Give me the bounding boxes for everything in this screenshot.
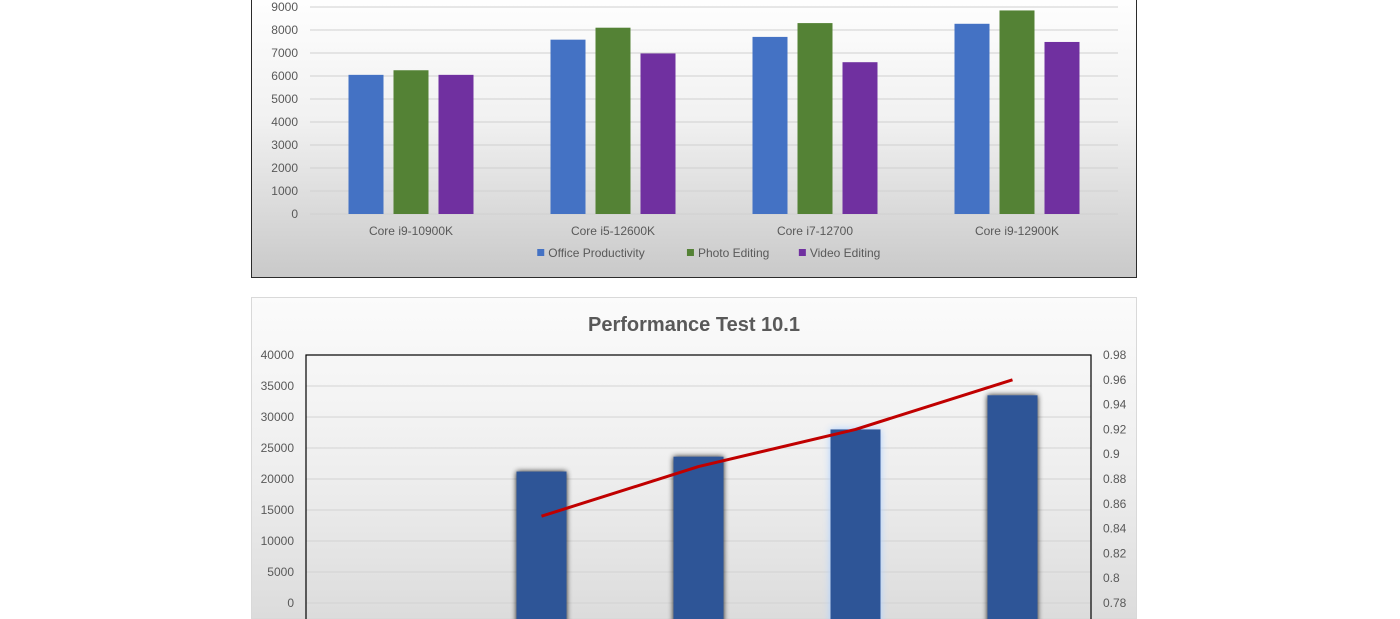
chart-1-plot: 0 1000 2000 3000 4000 5000 6000 7000 8000 9000 Co… [271,0,1118,260]
chart-2-y-tick-label: 10000 [261,534,295,548]
chart-1-category-label: Core i9-12900K [975,224,1059,238]
chart-1-legend-swatch [798,249,806,256]
chart-1-bar [550,39,586,214]
chart-2-y2-tick-label: 0.88 [1103,472,1127,486]
chart-1-legend: Office Productivity Photo Editing Video Ed… [537,246,880,260]
chart-1-legend-swatch [537,249,545,256]
chart-2-line-series [541,378,1013,518]
chart-1-y-tick-label: 9000 [271,0,298,14]
chart-1-legend-label: Video Editing [810,246,881,260]
chart-1-bar [954,23,990,214]
chart-1-legend-label: Photo Editing [698,246,769,260]
chart-1-x-axis: Core i9-10900K Core i5-12600K Core i7-1270… [369,224,1059,238]
chart-1-bar [752,36,788,215]
chart-2-y-tick-label: 15000 [261,503,295,517]
chart-1-bar [640,53,676,215]
chart-2-y2-tick-label: 0.94 [1103,398,1127,412]
chart-1-y-tick-label: 3000 [271,138,298,152]
chart-2-y-tick-label: 30000 [261,410,295,424]
chart-2-y-tick-label: 35000 [261,379,295,393]
chart-1-y-tick-label: 2000 [271,161,298,175]
chart-2-frame: Performance Test 10.1 0 5000 10000 15000 200… [251,297,1137,619]
chart-2-y-tick-label: 40000 [261,348,295,362]
chart-1-gridlines [310,6,1118,215]
chart-1-bar [999,10,1035,215]
chart-2-y-tick-label: 5000 [267,565,294,579]
chart-2-bar [987,395,1038,619]
chart-1-legend-label: Office Productivity [548,246,644,260]
chart-2-line [541,378,1013,518]
chart-1-bars [348,10,1080,215]
chart-2-plot: Performance Test 10.1 0 5000 10000 15000 200… [261,314,1127,619]
chart-2-y-axis-left: 0 5000 10000 15000 20000 25000 30000 35000 40000 [261,348,295,610]
chart-2-title: Performance Test 10.1 [588,314,800,336]
chart-2-y2-tick-label: 0.96 [1103,373,1127,387]
chart-1-y-tick-label: 7000 [271,46,298,60]
chart-2-y2-tick-label: 0.92 [1103,422,1127,436]
chart-1-frame: 0 1000 2000 3000 4000 5000 6000 7000 8000 9000 Co… [251,0,1137,278]
chart-2-bar [830,429,881,619]
chart-2-y2-tick-label: 0.9 [1103,447,1120,461]
chart-2-y-axis-right: 0.78 0.8 0.82 0.84 0.86 0.88 0.9 0.92 0.94 0.96 0.… [1103,348,1127,610]
chart-1-y-tick-label: 8000 [271,23,298,37]
chart-1-legend-swatch [686,249,694,256]
chart-1-bar [595,27,631,215]
chart-2-y2-tick-label: 0.8 [1103,571,1120,585]
chart-1-y-tick-label: 5000 [271,92,298,106]
chart-2-bars [516,395,1038,619]
chart-1-y-tick-label: 0 [291,207,298,221]
chart-1-category-label: Core i5-12600K [571,224,655,238]
chart-1-y-tick-label: 1000 [271,184,298,198]
chart-1-y-tick-label: 6000 [271,69,298,83]
chart-2-y2-tick-label: 0.98 [1103,348,1127,362]
chart-1-bar [348,74,384,214]
chart-2-y-tick-label: 20000 [261,472,295,486]
chart-2-y2-tick-label: 0.86 [1103,497,1127,511]
chart-2-y-tick-label: 25000 [261,441,295,455]
chart-1-y-tick-label: 4000 [271,115,298,129]
chart-1-y-axis: 0 1000 2000 3000 4000 5000 6000 7000 8000 9000 [271,0,298,221]
chart-1-bar [438,74,474,214]
chart-1-bar [842,62,878,214]
chart-2-plot-border [305,354,1092,619]
chart-2-bar [516,471,567,619]
chart-1-bar [797,23,833,214]
chart-2-y2-tick-label: 0.84 [1103,522,1127,536]
chart-2-y2-tick-label: 0.78 [1103,596,1127,610]
chart-1-category-label: Core i9-10900K [369,224,453,238]
chart-1-bar [1044,41,1080,215]
chart-2-bar [673,456,724,619]
chart-2-y-tick-label: 0 [287,596,294,610]
chart-1-category-label: Core i7-12700 [777,224,853,238]
chart-1-bar [393,70,429,214]
chart-2-y2-tick-label: 0.82 [1103,546,1127,560]
